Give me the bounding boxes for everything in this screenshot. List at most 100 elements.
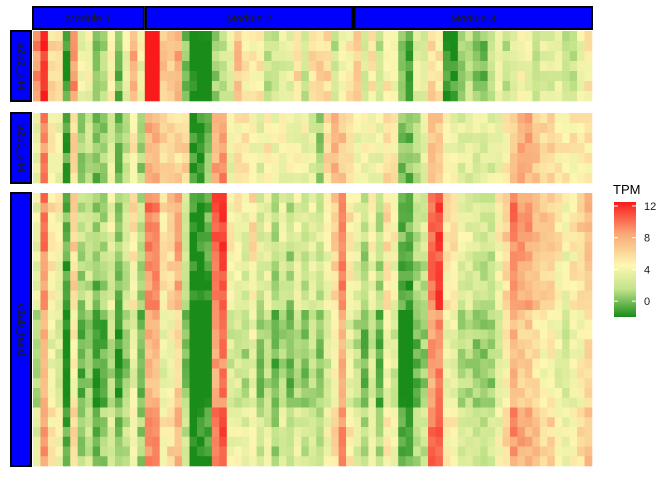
heatmap-cell: [502, 397, 511, 408]
heatmap-cell: [271, 427, 280, 438]
heatmap-cell: [502, 271, 511, 282]
heatmap-cell: [92, 81, 101, 92]
heatmap-cell: [480, 388, 488, 399]
heatmap-cell: [152, 123, 160, 134]
heatmap-cell: [47, 427, 56, 438]
heatmap-cell: [420, 261, 429, 272]
heatmap-cell: [55, 173, 64, 184]
heatmap-cell: [196, 417, 205, 428]
heatmap-cell: [524, 91, 533, 102]
heatmap-cell: [62, 261, 71, 272]
heatmap-cell: [338, 232, 347, 243]
heatmap-cell: [308, 212, 317, 223]
heatmap-cell: [368, 388, 377, 399]
heatmap-cell: [487, 113, 496, 124]
heatmap-cell: [159, 261, 168, 272]
heatmap-cell: [301, 427, 310, 438]
heatmap-cell: [465, 41, 474, 52]
heatmap-cell: [413, 427, 421, 438]
heatmap-cell: [308, 143, 317, 154]
heatmap-cell: [323, 71, 332, 82]
heatmap-cell: [577, 202, 585, 213]
heatmap-cell: [189, 91, 198, 102]
heatmap-cell: [510, 329, 518, 340]
heatmap-cell: [204, 31, 213, 42]
heatmap-cell: [70, 222, 79, 233]
heatmap-cell: [510, 290, 518, 301]
heatmap-cell: [428, 349, 436, 360]
heatmap-cell: [152, 133, 160, 144]
heatmap-cell: [159, 358, 168, 369]
heatmap-cell: [182, 407, 190, 418]
heatmap-cell: [353, 339, 362, 350]
heatmap-cell: [271, 310, 280, 321]
heatmap-cell: [33, 436, 41, 447]
heatmap-cell: [353, 427, 362, 438]
heatmap-cell: [510, 436, 518, 447]
heatmap-cell: [413, 232, 421, 243]
heatmap-cell: [562, 417, 570, 428]
heatmap-cell: [495, 31, 503, 42]
heatmap-cell: [390, 133, 399, 144]
heatmap-cell: [472, 143, 481, 154]
heatmap-cell: [465, 71, 474, 82]
heatmap-cell: [562, 290, 570, 301]
heatmap-cell: [569, 456, 578, 467]
heatmap-cell: [465, 368, 474, 379]
heatmap-cell: [167, 123, 175, 134]
heatmap-cell: [174, 202, 183, 213]
heatmap-cell: [435, 113, 444, 124]
heatmap-cell: [584, 241, 593, 252]
heatmap-cell: [360, 329, 369, 340]
heatmap-cell: [390, 329, 399, 340]
heatmap-cell: [554, 407, 563, 418]
heatmap-cell: [129, 280, 138, 291]
heatmap-cell: [278, 319, 287, 330]
heatmap-cell: [442, 61, 451, 72]
heatmap-cell: [256, 153, 265, 164]
heatmap-cell: [308, 113, 317, 124]
heatmap-cell: [465, 261, 474, 272]
heatmap-cell: [442, 329, 451, 340]
heatmap-cell: [584, 329, 593, 340]
heatmap-cell: [92, 173, 101, 184]
heatmap-cell: [532, 446, 541, 457]
heatmap-cell: [129, 41, 138, 52]
heatmap-cell: [77, 163, 86, 174]
heatmap-cell: [547, 436, 556, 447]
heatmap-cell: [92, 397, 101, 408]
heatmap-cell: [502, 212, 511, 223]
heatmap-cell: [480, 91, 488, 102]
heatmap-cell: [249, 456, 257, 467]
heatmap-cell: [547, 280, 556, 291]
heatmap-cell: [241, 133, 250, 144]
heatmap-cell: [196, 113, 205, 124]
heatmap-cell: [383, 436, 392, 447]
heatmap-cell: [495, 261, 503, 272]
heatmap-cell: [428, 397, 436, 408]
heatmap-cell: [375, 232, 384, 243]
heatmap-cell: [271, 232, 280, 243]
heatmap-cell: [517, 329, 526, 340]
heatmap-cell: [211, 358, 220, 369]
heatmap-cell: [413, 133, 421, 144]
heatmap-cell: [383, 271, 392, 282]
heatmap-cell: [562, 456, 570, 467]
heatmap-cell: [547, 173, 556, 184]
heatmap-cell: [167, 212, 175, 223]
heatmap-cell: [234, 290, 242, 301]
heatmap-cell: [472, 51, 481, 62]
heatmap-cell: [450, 91, 459, 102]
heatmap-cell: [264, 407, 272, 418]
heatmap-cell: [383, 153, 392, 164]
heatmap-cell: [502, 113, 511, 124]
heatmap-cell: [241, 436, 250, 447]
heatmap-cell: [368, 232, 377, 243]
heatmap-cell: [360, 290, 369, 301]
heatmap-cell: [271, 133, 280, 144]
heatmap-cell: [420, 193, 429, 204]
heatmap-cell: [100, 319, 108, 330]
heatmap-cell: [70, 61, 79, 72]
heatmap-cell: [323, 456, 332, 467]
heatmap-cell: [234, 368, 242, 379]
